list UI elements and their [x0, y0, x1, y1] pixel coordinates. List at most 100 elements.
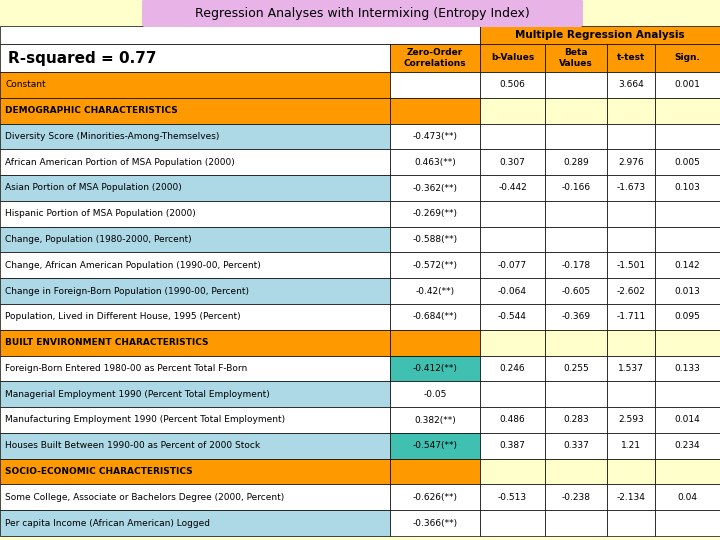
Text: -0.605: -0.605 [562, 287, 590, 295]
Bar [607, 433, 655, 458]
Bar [390, 98, 480, 124]
Text: -0.05: -0.05 [423, 390, 446, 399]
Bar [545, 381, 607, 407]
Text: 0.013: 0.013 [675, 287, 701, 295]
Bar [0, 72, 390, 98]
Text: 0.005: 0.005 [675, 158, 701, 167]
Text: Beta
Values: Beta Values [559, 48, 593, 68]
Bar [655, 72, 720, 98]
Bar [0, 98, 390, 124]
Bar [655, 407, 720, 433]
Bar [607, 407, 655, 433]
Bar [545, 227, 607, 252]
Bar [480, 252, 545, 278]
Text: Houses Built Between 1990-00 as Percent of 2000 Stock: Houses Built Between 1990-00 as Percent … [5, 441, 260, 450]
Bar [655, 44, 720, 72]
Bar [0, 201, 390, 227]
Bar [607, 278, 655, 304]
Text: Diversity Score (Minorities-Among-Themselves): Diversity Score (Minorities-Among-Themse… [5, 132, 220, 141]
Text: -1.501: -1.501 [616, 261, 646, 270]
Text: -2.602: -2.602 [616, 287, 645, 295]
Bar [545, 458, 607, 484]
Text: -0.442: -0.442 [498, 184, 527, 192]
Bar [480, 150, 545, 175]
Bar [545, 124, 607, 150]
Bar [545, 175, 607, 201]
Text: Constant: Constant [5, 80, 45, 90]
Text: -0.626(**): -0.626(**) [413, 493, 457, 502]
Text: 0.04: 0.04 [678, 493, 698, 502]
Bar [390, 458, 480, 484]
Text: -0.269(**): -0.269(**) [413, 210, 457, 218]
Bar [0, 304, 390, 330]
Bar [545, 304, 607, 330]
Bar [607, 44, 655, 72]
Bar [390, 484, 480, 510]
Bar [480, 407, 545, 433]
Text: -0.588(**): -0.588(**) [413, 235, 458, 244]
Bar [545, 407, 607, 433]
Text: -0.362(**): -0.362(**) [413, 184, 457, 192]
Bar [480, 175, 545, 201]
Bar [480, 201, 545, 227]
Bar [545, 150, 607, 175]
Text: -1.711: -1.711 [616, 312, 646, 321]
Bar [545, 433, 607, 458]
Text: 0.387: 0.387 [500, 441, 526, 450]
Text: 0.103: 0.103 [675, 184, 701, 192]
Text: 2.593: 2.593 [618, 415, 644, 424]
Text: 0.095: 0.095 [675, 312, 701, 321]
Text: Change, African American Population (1990-00, Percent): Change, African American Population (199… [5, 261, 261, 270]
Text: -0.366(**): -0.366(**) [413, 518, 458, 528]
Bar [0, 433, 390, 458]
Bar [480, 278, 545, 304]
Bar [390, 252, 480, 278]
Bar [390, 227, 480, 252]
Bar [390, 278, 480, 304]
Text: DEMOGRAPHIC CHARACTERISTICS: DEMOGRAPHIC CHARACTERISTICS [5, 106, 178, 115]
Text: b-Values: b-Values [491, 53, 534, 63]
Bar [390, 175, 480, 201]
Text: -0.513: -0.513 [498, 493, 527, 502]
Bar [607, 150, 655, 175]
Bar [0, 252, 390, 278]
Bar [607, 175, 655, 201]
Bar [0, 407, 390, 433]
Bar [607, 510, 655, 536]
Bar [390, 150, 480, 175]
Bar [0, 381, 390, 407]
Bar [655, 201, 720, 227]
Bar [655, 150, 720, 175]
Text: 0.001: 0.001 [675, 80, 701, 90]
Bar [0, 124, 390, 150]
Bar [390, 510, 480, 536]
Text: -2.134: -2.134 [616, 493, 645, 502]
Bar [545, 44, 607, 72]
Bar [545, 484, 607, 510]
Bar [655, 355, 720, 381]
Text: Regression Analyses with Intermixing (Entropy Index): Regression Analyses with Intermixing (En… [195, 6, 530, 19]
Bar [545, 355, 607, 381]
Bar [655, 484, 720, 510]
Bar [480, 381, 545, 407]
Bar [480, 330, 545, 355]
Text: BUILT ENVIRONMENT CHARACTERISTICS: BUILT ENVIRONMENT CHARACTERISTICS [5, 338, 209, 347]
Bar [390, 355, 480, 381]
Bar [0, 355, 390, 381]
Bar [655, 458, 720, 484]
Bar [390, 381, 480, 407]
Bar [390, 407, 480, 433]
Bar [390, 330, 480, 355]
Bar [545, 72, 607, 98]
Bar [607, 252, 655, 278]
Bar [545, 510, 607, 536]
Bar [480, 484, 545, 510]
Text: -0.547(**): -0.547(**) [413, 441, 457, 450]
Bar [480, 227, 545, 252]
Bar [607, 458, 655, 484]
Bar [390, 201, 480, 227]
Bar [0, 26, 480, 44]
Text: Change, Population (1980-2000, Percent): Change, Population (1980-2000, Percent) [5, 235, 192, 244]
Text: t-test: t-test [617, 53, 645, 63]
Bar [390, 44, 480, 72]
